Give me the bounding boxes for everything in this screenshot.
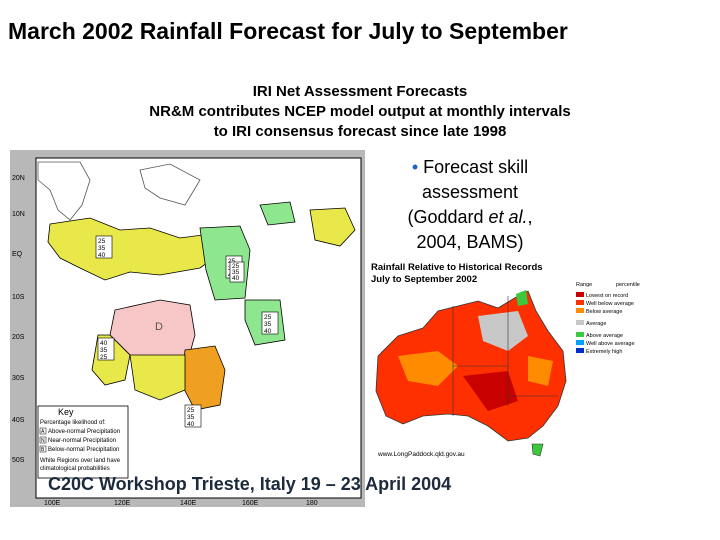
bullet-line-3-post: , (527, 207, 533, 227)
box-value: 25 (187, 407, 195, 414)
map-key: Key Percentage likelihood of: A Above-no… (37, 405, 129, 479)
bullet-line-3-pre: (Goddard (407, 207, 489, 227)
lat-label: 10N (12, 211, 25, 218)
legend-swatch (576, 320, 584, 325)
legend-label: Above average (586, 333, 623, 339)
key-swatch (39, 427, 47, 435)
bullet-line-2: assessment (421, 182, 519, 202)
box-value: 40 (187, 421, 195, 428)
region-above-normal-pacific (309, 207, 356, 247)
legend-label: Well above average (586, 341, 635, 347)
forecast-box (229, 261, 245, 283)
region-green-north (259, 201, 296, 226)
legend-swatch (576, 292, 584, 297)
box-value: 25 (98, 238, 106, 245)
box-value: 25 (228, 258, 236, 265)
legend-swatch (576, 340, 584, 345)
key-note: climatological probabilities (40, 466, 110, 472)
slide-title: March 2002 Rainfall Forecast for July to… (8, 18, 568, 44)
lon-label: 180 (306, 500, 318, 507)
lat-label: 30S (12, 375, 25, 382)
box-value: 25 (232, 263, 240, 270)
box-value: 35 (98, 245, 106, 252)
region-label: D (155, 321, 163, 333)
forecast-box (97, 337, 115, 361)
box-value: 35 (100, 347, 108, 354)
box-value: 35 (264, 321, 272, 328)
rainfall-map-url: www.LongPaddock.qld.gov.au (377, 451, 465, 458)
forecast-box (95, 235, 113, 259)
key-row-text: Above-normal Precipitation (48, 429, 120, 435)
subtitle-line-3: to IRI consensus forecast since late 199… (213, 123, 507, 140)
key-note: White Regions over land have (40, 458, 121, 464)
legend-swatch (576, 332, 584, 337)
box-value: 25 (264, 314, 272, 321)
lat-label: 50S (12, 457, 25, 464)
iri-forecast-map: 20N 10N EQ 10S 20S 30S 40S 50S 100E 120E… (10, 150, 365, 507)
rain-area-lowest (463, 371, 518, 411)
key-title: Key (58, 407, 74, 417)
rainfall-map-title: Rainfall Relative to Historical Records (371, 262, 543, 273)
lon-label: 100E (44, 500, 61, 507)
box-value: 35 (187, 414, 195, 421)
legend-label: Extremely high (586, 349, 622, 355)
bullet-symbol: • (411, 157, 419, 177)
slide-subtitle: IRI Net Assessment Forecasts NR&M contri… (0, 82, 720, 142)
box-value: 40 (98, 252, 106, 259)
region-above-normal-indonesia (47, 217, 226, 281)
box-value: 35 (232, 269, 240, 276)
forecast-box (261, 311, 279, 335)
rain-area-below-average-east (528, 356, 553, 386)
lon-label: 140E (180, 500, 197, 507)
rainfall-map-graphic: Rainfall Relative to Historical Records … (371, 262, 640, 458)
legend-swatch (576, 308, 584, 313)
rain-area-below-average (398, 351, 458, 386)
lat-label: 10S (12, 294, 25, 301)
land-philippines (139, 163, 201, 206)
key-swatch (39, 445, 47, 453)
rain-area-average (478, 311, 528, 351)
tasmania (531, 443, 544, 457)
lat-label: EQ (12, 251, 23, 258)
region-yellow-central (129, 354, 186, 401)
box-value: 40 (100, 340, 108, 347)
forecast-box (184, 404, 202, 428)
box-value: 40 (232, 275, 240, 282)
bullet-line-3-italic: et al. (488, 207, 528, 227)
key-letter: A (41, 429, 45, 435)
legend-label: Lowest on record (586, 293, 628, 299)
legend-swatch (576, 348, 584, 353)
bullet-line-4: 2004, BAMS) (416, 232, 524, 252)
legend-swatch (576, 300, 584, 305)
legend-label: Below average (586, 309, 622, 315)
land-asia (37, 161, 91, 221)
subtitle-line-2: NR&M contributes NCEP model output at mo… (149, 103, 571, 120)
legend-heading-right: percentile (616, 282, 640, 288)
legend-heading: Range (576, 282, 592, 288)
legend-label: Well below average (586, 301, 634, 307)
box-value: 40 (264, 328, 272, 335)
key-swatch (39, 436, 47, 444)
lat-label: 20N (12, 175, 25, 182)
lat-label: 20S (12, 334, 25, 341)
key-letter: N (41, 438, 45, 444)
key-row-text: Below-normal Precipitation (48, 447, 119, 453)
subtitle-line-1: IRI Net Assessment Forecasts (252, 83, 468, 100)
bullet-point: • Forecast skill assessment (Goddard et … (396, 155, 544, 255)
key-heading: Percentage likelihood of: (40, 420, 106, 426)
key-row-text: Near-normal Precipitation (48, 438, 116, 444)
key-letter: B (41, 447, 45, 453)
box-value: 25 (100, 354, 108, 361)
key-box (37, 405, 129, 479)
slide-footer: C20C Workshop Trieste, Italy 19 – 23 Apr… (48, 474, 452, 494)
rainfall-map: Rainfall Relative to Historical Records … (368, 256, 654, 468)
legend-label: Average (586, 321, 606, 327)
lon-label: 160E (242, 500, 259, 507)
rainfall-map-subtitle: July to September 2002 (371, 274, 477, 285)
lon-label: 120E (114, 500, 131, 507)
lat-label: 40S (12, 417, 25, 424)
rain-area-above-average (516, 290, 528, 306)
bullet-line-1: Forecast skill (423, 157, 529, 177)
iri-forecast-map-graphic: 20N 10N EQ 10S 20S 30S 40S 50S 100E 120E… (12, 157, 362, 507)
